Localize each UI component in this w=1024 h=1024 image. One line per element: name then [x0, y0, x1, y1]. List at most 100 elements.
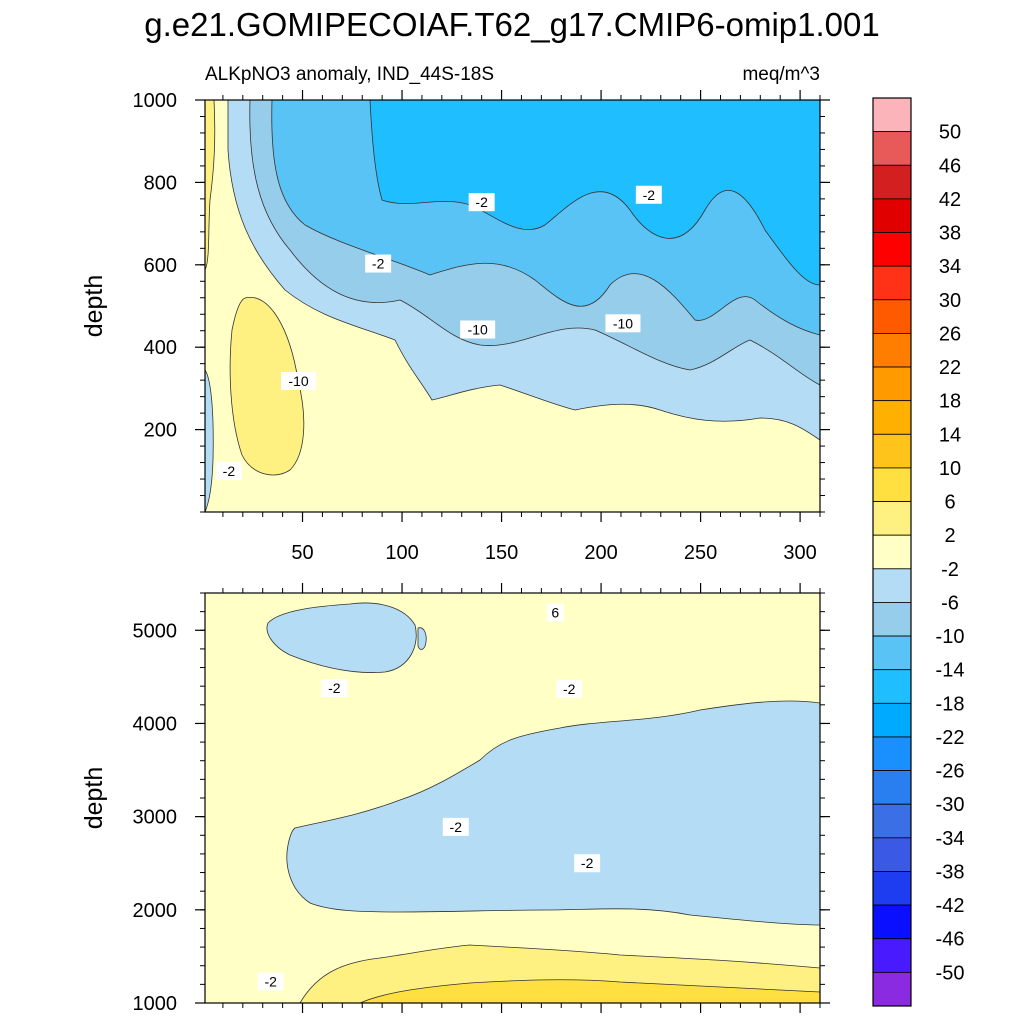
lower-ytick-label: 1000 — [133, 993, 178, 1015]
colorbar-swatch — [872, 803, 912, 839]
upper-xtick-label: 150 — [485, 542, 518, 564]
colorbar-swatch — [872, 770, 912, 805]
lower-ytick-label: 5000 — [133, 620, 178, 642]
colorbar-swatch — [872, 131, 912, 166]
colorbar-label: -6 — [941, 592, 959, 614]
upper-contour-label: -10 — [613, 315, 633, 331]
upper-subtitle-left: ALKpNO3 anomaly, IND_44S-18S — [205, 64, 494, 85]
colorbar-swatch — [872, 669, 912, 704]
upper-xtick-label: 200 — [584, 542, 617, 564]
colorbar-swatch — [872, 333, 912, 368]
upper-contour-label: -2 — [643, 187, 656, 203]
lower-contour-label-box — [574, 854, 601, 873]
upper-ytick-label: 400 — [144, 337, 177, 359]
upper-ytick-label: 800 — [144, 172, 177, 194]
colorbar-label: 18 — [939, 391, 961, 413]
colorbar-label: 14 — [939, 424, 961, 446]
lower-ylabel: depth — [80, 767, 108, 830]
colorbar-swatch — [872, 534, 912, 570]
colorbar-label: -2 — [941, 559, 959, 581]
colorbar-label: -10 — [936, 626, 965, 648]
upper-coast-strip — [205, 369, 214, 512]
lower-contour-label: -2 — [328, 680, 341, 696]
colorbar-label: 34 — [939, 256, 961, 278]
colorbar-swatch — [872, 467, 912, 502]
colorbar-label: -30 — [936, 794, 965, 816]
colorbar-label: -18 — [936, 693, 965, 715]
upper-ytick-label: 1000 — [133, 90, 178, 112]
lower-contour-label-box — [321, 679, 348, 698]
upper-ytick-label: 200 — [144, 420, 177, 442]
colorbar-swatch — [872, 366, 912, 402]
colorbar-swatch — [872, 265, 912, 301]
colorbar-label: -50 — [936, 962, 965, 984]
colorbar-label: -46 — [936, 929, 965, 951]
colorbar-swatch — [872, 635, 912, 671]
colorbar-label: 38 — [939, 223, 961, 245]
upper-contour-labels: -2 -10 -10 -10 -2 -2 -2 — [215, 185, 662, 480]
upper-xtick-label: 300 — [783, 542, 816, 564]
colorbar-swatch — [872, 97, 912, 133]
upper-contour-label: -10 — [288, 373, 308, 389]
upper-contour-label-box — [605, 314, 641, 333]
upper-ylabel: depth — [80, 275, 108, 338]
upper-contour-label: -2 — [372, 256, 385, 272]
colorbar-label: -38 — [936, 861, 965, 883]
upper-contour-label: -10 — [468, 321, 488, 337]
lower-contour-label: -2 — [450, 819, 463, 835]
upper-xtick-label: 250 — [684, 542, 717, 564]
colorbar-label: 26 — [939, 323, 961, 345]
upper-xtick-label: 100 — [385, 542, 418, 564]
lower-band-pos6 — [359, 979, 820, 1003]
upper-contour-label-box — [281, 371, 317, 390]
upper-contour-label: -2 — [223, 463, 236, 479]
lower-ytick-label: 3000 — [133, 807, 178, 829]
lower-contour-label: 6 — [551, 605, 559, 621]
upper-contour-label-box — [365, 254, 392, 273]
lower-band-neg2-upper-blob — [266, 602, 417, 673]
colorbar-swatch — [872, 837, 912, 872]
colorbar-swatch — [872, 568, 912, 603]
colorbar-label: 22 — [939, 357, 961, 379]
lower-contour-label: -2 — [563, 681, 576, 697]
colorbar-label: 46 — [939, 155, 961, 177]
upper-contour-label-box — [635, 185, 662, 204]
colorbar-swatch — [872, 433, 912, 469]
colorbar-label: 10 — [939, 458, 961, 480]
lower-contour-label-box — [442, 817, 469, 836]
lower-contour-label-box — [546, 603, 564, 622]
colorbar-swatch — [872, 400, 912, 435]
colorbar-swatch — [872, 198, 912, 233]
colorbar-label: -14 — [936, 660, 965, 682]
upper-contour-label: -2 — [475, 194, 488, 210]
lower-ytick-label: 4000 — [133, 713, 178, 735]
lower-contour-label-box — [556, 679, 583, 698]
colorbar-swatch — [872, 736, 912, 771]
lower-contour-label: -2 — [264, 974, 277, 990]
colorbar-label: -34 — [936, 828, 965, 850]
upper-ytick-label: 600 — [144, 255, 177, 277]
colorbar-swatch — [872, 501, 912, 536]
upper-contour-field — [205, 100, 820, 512]
upper-contour-label-box — [468, 193, 495, 212]
colorbar-swatch — [872, 971, 912, 1007]
lower-contour-label-box — [257, 972, 284, 991]
lower-axes: 1000 2000 3000 4000 5000 — [133, 583, 830, 1015]
upper-axes: 200 400 600 800 1000 50 100 150 200 250 300 — [133, 90, 830, 564]
upper-contour-label-box — [460, 320, 496, 339]
lower-contour-labels: -2 -2 -2 -2 -2 6 — [257, 603, 601, 991]
colorbar-swatch — [872, 871, 912, 906]
chart-title: g.e21.GOMIPECOIAF.T62_g17.CMIP6-omip1.00… — [144, 6, 880, 43]
lower-band-neg2-small — [417, 627, 427, 650]
upper-band-pos2-left — [205, 100, 216, 271]
colorbar-label: -22 — [936, 727, 965, 749]
colorbar-label: -26 — [936, 761, 965, 783]
colorbar-swatch — [872, 602, 912, 637]
upper-xtick-label: 50 — [291, 542, 313, 564]
colorbar-label: 6 — [944, 492, 955, 514]
colorbar-label: 30 — [939, 290, 961, 312]
colorbar: 50 46 42 38 34 30 26 22 18 14 10 6 2 -2 -6 -10 -14 -18 -22… — [872, 97, 965, 1007]
lower-band-neg2-deep — [286, 700, 820, 926]
colorbar-swatch — [872, 299, 912, 334]
